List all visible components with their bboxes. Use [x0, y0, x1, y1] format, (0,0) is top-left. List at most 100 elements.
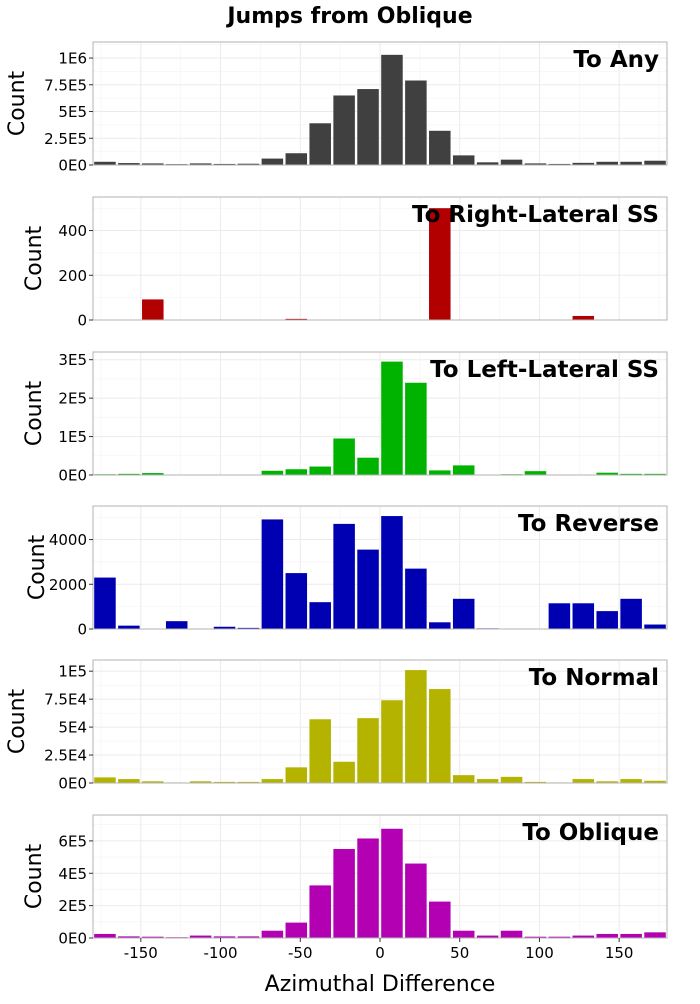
y-tick-label: 4000 [49, 531, 87, 549]
y-tick-label: 5E5 [58, 103, 87, 121]
bar [620, 599, 642, 629]
x-tick-label: -150 [124, 944, 158, 962]
y-tick-label: 0 [77, 621, 87, 639]
y-tick-label: 2.5E5 [44, 130, 87, 148]
bar [286, 469, 308, 475]
bar [596, 934, 618, 938]
y-tick-label: 7.5E5 [44, 76, 87, 94]
x-tick-label: -50 [288, 944, 313, 962]
bar [453, 465, 475, 475]
bar [118, 626, 140, 629]
bar [309, 467, 331, 475]
bar [333, 849, 355, 938]
panel-5: 0E0 2E5 4E5 6E5 To Oblique Count [22, 815, 667, 948]
bar [453, 155, 475, 165]
y-tick-label: 2E5 [58, 897, 87, 915]
bar [309, 602, 331, 629]
bar [453, 599, 475, 629]
bar [644, 161, 666, 165]
x-tick-label: 100 [525, 944, 554, 962]
y-tick-label: 0E0 [58, 157, 87, 175]
y-tick-label: 1E5 [58, 428, 87, 446]
bar [262, 931, 284, 938]
panel-label: To Normal [529, 665, 659, 691]
bar [501, 931, 523, 938]
bar [620, 934, 642, 938]
bar [477, 779, 499, 783]
bar [286, 923, 308, 938]
panel-4: 0E0 2.5E4 5E4 7.5E4 1E5 To Normal Count [5, 660, 667, 793]
bar [405, 383, 427, 475]
y-tick-label: 0 [77, 312, 87, 330]
y-tick-label: 1E5 [58, 663, 87, 681]
bar [357, 89, 379, 165]
bar [453, 931, 475, 938]
bar [405, 81, 427, 165]
panel-label: To Left-Lateral SS [430, 357, 659, 383]
y-tick-label: 2E5 [58, 390, 87, 408]
bar [620, 779, 642, 783]
bar [596, 611, 618, 629]
bar [381, 362, 403, 475]
y-tick-label: 0E0 [58, 930, 87, 948]
bar [333, 95, 355, 165]
bar [429, 689, 451, 783]
bar [501, 777, 523, 783]
bar [94, 777, 116, 783]
bar [262, 159, 284, 165]
bar [573, 603, 595, 629]
bar [357, 458, 379, 475]
bar [573, 316, 595, 320]
bar [644, 625, 666, 629]
panel-label: To Any [573, 47, 659, 73]
y-tick-label: 7.5E4 [44, 691, 87, 709]
bar [405, 864, 427, 938]
bar [286, 767, 308, 783]
y-tick-label: 6E5 [58, 832, 87, 850]
y-tick-label: 2000 [49, 576, 87, 594]
bar [166, 621, 188, 629]
bar [525, 471, 547, 475]
y-tick-label: 5E4 [58, 719, 87, 737]
y-axis-title: Count [22, 843, 47, 909]
bar [429, 622, 451, 629]
y-tick-label: 0E0 [58, 467, 87, 485]
bar [142, 299, 164, 320]
bar [429, 131, 451, 165]
bar [573, 779, 595, 783]
bar [429, 902, 451, 938]
bar [381, 55, 403, 165]
panel-label: To Reverse [518, 511, 659, 537]
y-axis-title: Count [5, 688, 30, 754]
bar [429, 470, 451, 475]
y-tick-label: 0E0 [58, 775, 87, 793]
bar [286, 153, 308, 165]
bar [262, 779, 284, 783]
y-tick-label: 400 [58, 222, 87, 240]
bar [94, 578, 116, 629]
y-tick-label: 4E5 [58, 865, 87, 883]
bar [333, 524, 355, 629]
bar [94, 934, 116, 938]
bar [501, 160, 523, 165]
bar [381, 829, 403, 938]
bar [357, 838, 379, 938]
panel-label: To Oblique [522, 820, 659, 846]
x-tick-label: 0 [375, 944, 385, 962]
bar [357, 550, 379, 629]
panel-label: To Right-Lateral SS [412, 202, 659, 228]
x-axis-title: Azimuthal Difference [265, 972, 496, 997]
bar [453, 775, 475, 783]
bar [644, 932, 666, 938]
bar [262, 519, 284, 629]
bar [118, 779, 140, 783]
bar [309, 885, 331, 938]
y-tick-label: 2.5E4 [44, 747, 87, 765]
x-tick-label: 150 [605, 944, 634, 962]
